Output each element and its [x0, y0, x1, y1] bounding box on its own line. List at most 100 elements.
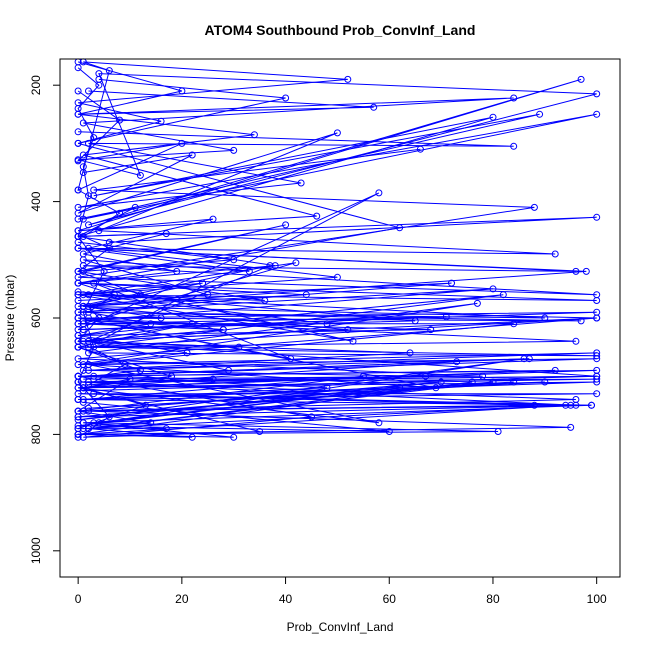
data-point — [90, 279, 98, 287]
data-point — [375, 189, 383, 197]
data-point — [385, 428, 393, 435]
data-point — [74, 186, 82, 194]
data-point — [162, 425, 170, 433]
data-point — [74, 332, 82, 339]
y-tick-label: 800 — [29, 424, 43, 444]
data-point — [79, 163, 87, 171]
data-point — [74, 244, 82, 252]
data-point — [74, 355, 82, 363]
data-point — [593, 213, 601, 221]
data-point — [74, 425, 82, 433]
data-point — [489, 285, 497, 293]
data-point — [230, 146, 238, 154]
data-point — [442, 313, 450, 321]
data-point — [74, 156, 82, 164]
data-point — [100, 267, 108, 275]
x-tick-label: 20 — [175, 592, 189, 606]
data-point — [520, 355, 528, 363]
y-tick-label: 600 — [29, 308, 43, 328]
data-point — [85, 366, 92, 374]
data-point — [266, 262, 274, 270]
data-point — [510, 142, 518, 150]
data-point — [74, 416, 82, 424]
series-19-line — [77, 67, 111, 438]
data-point — [74, 372, 82, 380]
data-point — [74, 215, 82, 223]
data-point — [74, 233, 82, 240]
data-point — [136, 171, 144, 179]
data-point — [256, 428, 264, 435]
data-point — [79, 151, 87, 159]
data-point — [427, 326, 435, 334]
data-point — [74, 433, 82, 441]
data-point — [313, 212, 321, 220]
x-tick-label: 100 — [587, 592, 607, 606]
data-point — [250, 131, 258, 139]
data-point — [499, 291, 507, 299]
data-point — [530, 203, 538, 211]
data-point — [79, 317, 87, 325]
data-point — [95, 70, 103, 78]
data-point — [572, 337, 580, 345]
data-point — [79, 267, 87, 275]
data-point — [479, 372, 487, 380]
data-point — [494, 428, 502, 435]
data-point — [593, 110, 601, 118]
data-point — [282, 221, 290, 229]
data-point — [74, 396, 82, 403]
data-point — [74, 297, 82, 304]
data-point — [593, 90, 601, 98]
data-point — [577, 75, 585, 83]
data-point — [282, 94, 290, 102]
data-point — [375, 419, 383, 427]
data-point — [292, 259, 300, 267]
y-axis-label: Pressure (mbar) — [3, 275, 17, 362]
data-point — [396, 224, 404, 232]
chart-title: ATOM4 Southbound Prob_ConvInf_Land — [205, 22, 476, 38]
data-point — [297, 179, 305, 187]
plot-frame — [59, 58, 621, 578]
data-point — [593, 390, 601, 398]
data-point — [188, 151, 196, 159]
data-point — [74, 407, 82, 415]
data-point — [79, 256, 87, 264]
data-point — [95, 227, 103, 235]
data-point — [105, 413, 113, 421]
data-point — [90, 134, 98, 142]
data-point — [473, 299, 481, 307]
data-point — [359, 372, 367, 380]
x-tick-label: 40 — [279, 592, 293, 606]
data-point — [95, 81, 103, 89]
data-point — [536, 110, 544, 118]
x-tick-label: 0 — [75, 592, 82, 606]
data-point — [90, 186, 98, 194]
data-point — [188, 433, 196, 441]
data-point — [74, 320, 82, 328]
data-point — [349, 337, 357, 345]
data-point — [131, 203, 139, 211]
data-point — [85, 221, 92, 229]
data-point — [74, 267, 82, 275]
data-point — [525, 355, 533, 363]
data-point — [572, 396, 580, 403]
data-point — [308, 413, 315, 421]
y-tick-label: 400 — [29, 191, 43, 211]
data-point — [74, 105, 82, 112]
data-point — [344, 75, 352, 83]
series-21-line — [78, 282, 597, 380]
data-point — [593, 314, 601, 322]
x-tick-label: 60 — [383, 592, 397, 606]
data-point — [142, 401, 150, 409]
data-point — [162, 230, 170, 238]
data-point — [74, 139, 82, 147]
data-point — [74, 279, 82, 287]
plot-data — [74, 58, 601, 441]
data-point — [453, 358, 461, 366]
data-point — [437, 378, 445, 386]
data-point — [230, 433, 238, 441]
y-tick-label: 1000 — [29, 537, 43, 564]
data-point — [147, 419, 155, 427]
data-point — [551, 250, 559, 258]
data-point — [541, 378, 549, 386]
data-point — [225, 366, 232, 374]
